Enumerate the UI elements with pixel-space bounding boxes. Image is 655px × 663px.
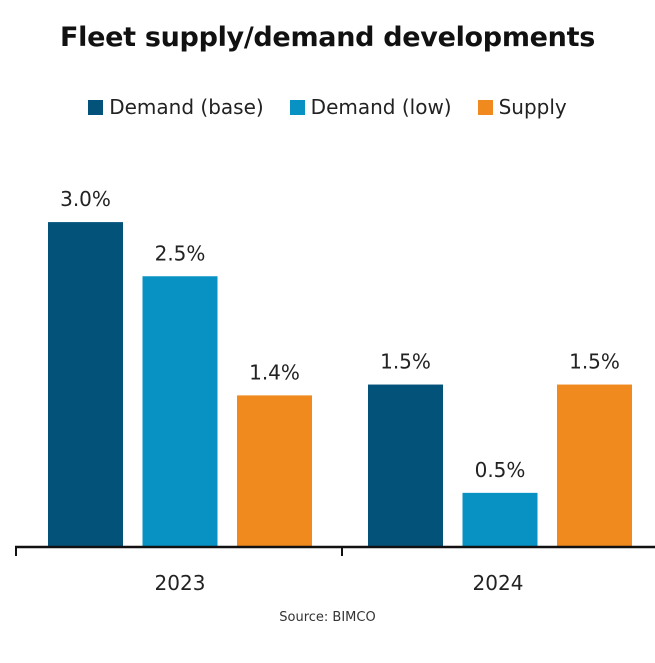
bar-2024-demand-base: [368, 384, 443, 547]
legend-item-demand-low: Demand (low): [289, 95, 452, 119]
data-label: 3.0%: [60, 187, 111, 211]
data-label: 1.5%: [569, 350, 620, 374]
chart-title: Fleet supply/demand developments: [60, 22, 595, 53]
bar-2024-supply: [557, 384, 632, 547]
source-note: Source: BIMCO: [279, 610, 376, 625]
legend-label-demand-base: Demand (base): [109, 95, 264, 119]
data-label: 0.5%: [475, 458, 526, 482]
legend-item-demand-base: Demand (base): [88, 95, 264, 119]
bar-2024-demand-low: [462, 492, 538, 547]
legend-swatch-demand-low: [289, 99, 305, 115]
legend-label-demand-low: Demand (low): [310, 95, 452, 119]
legend: Demand (base) Demand (low) Supply: [0, 95, 655, 119]
legend-swatch-supply: [477, 99, 493, 115]
bar-2023-supply: [237, 395, 312, 547]
bar-2023-demand-low: [142, 276, 218, 547]
legend-swatch-demand-base: [88, 99, 104, 115]
bar-2023-demand-base: [48, 222, 123, 547]
legend-label-supply: Supply: [498, 95, 567, 119]
legend-item-supply: Supply: [477, 95, 567, 119]
x-tick-label-2023: 2023: [155, 571, 206, 595]
data-label: 1.5%: [380, 350, 431, 374]
x-tick-label-2024: 2024: [473, 571, 524, 595]
data-label: 1.4%: [249, 360, 300, 384]
data-label: 2.5%: [155, 241, 206, 265]
